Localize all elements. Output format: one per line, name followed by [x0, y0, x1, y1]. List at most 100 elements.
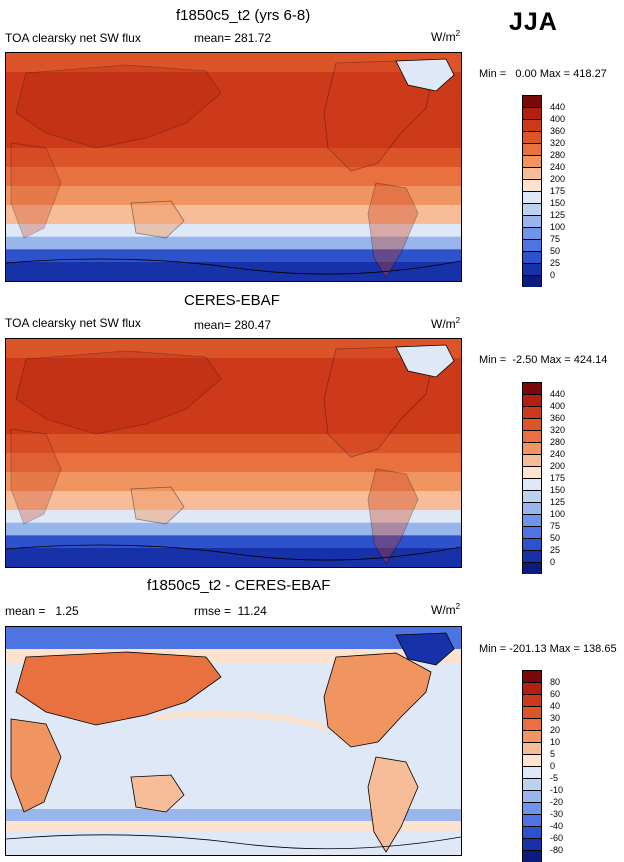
- panel-1-colorbar: 440 400 360 320 280 240 200 175 150 125 100 75 50 25 0: [522, 95, 582, 287]
- season-label: JJA: [509, 8, 558, 36]
- colorbar-tick-label: 25: [550, 545, 561, 555]
- panel-2-units: W/m2: [431, 316, 461, 331]
- colorbar-tick-label: 50: [550, 533, 561, 543]
- latitude-band: [6, 434, 461, 454]
- latitude-band: [6, 53, 461, 73]
- panel-1-map: [5, 52, 462, 282]
- colorbar-tick-label: 75: [550, 521, 561, 531]
- panel-2-map-svg: [6, 339, 461, 567]
- colorbar-cell: [522, 95, 542, 107]
- colorbar-tick-label: 360: [550, 126, 566, 136]
- colorbar-tick-label: -60: [550, 833, 564, 843]
- antarctica: [6, 544, 461, 561]
- colorbar-tick-label: 100: [550, 509, 566, 519]
- diff-southern-band: [6, 809, 461, 821]
- latitude-band: [6, 491, 461, 511]
- panel-1-minmax: Min = 0.00 Max = 418.27: [479, 68, 607, 80]
- colorbar-cell: [522, 826, 542, 838]
- diff-southern-band-2: [6, 821, 461, 831]
- greenland: [395, 344, 455, 378]
- australia: [130, 486, 185, 525]
- panel-2-land-overlay: [6, 344, 461, 565]
- colorbar-tick-label: -5: [550, 773, 559, 783]
- colorbar-tick-label: -80: [550, 845, 564, 855]
- latitude-band: [6, 148, 461, 168]
- colorbar-cell: [522, 814, 542, 826]
- colorbar-cell: [522, 730, 542, 742]
- colorbar-cell: [522, 239, 542, 251]
- colorbar-cell: [522, 167, 542, 179]
- colorbar-tick-label: 320: [550, 138, 566, 148]
- latitude-band: [6, 110, 461, 130]
- colorbar-tick-label: 50: [550, 246, 561, 256]
- colorbar-tick-label: 5: [550, 749, 556, 759]
- colorbar-cell: [522, 478, 542, 490]
- latitude-band: [6, 522, 461, 536]
- latitude-band: [6, 339, 461, 359]
- colorbar-cell: [522, 718, 542, 730]
- colorbar-cell: [522, 538, 542, 550]
- colorbar-tick-label: 150: [550, 198, 566, 208]
- panel-3-map: [5, 626, 462, 856]
- tropical-pacific-anomaly: [155, 710, 327, 730]
- colorbar-cell: [522, 215, 542, 227]
- antarctica: [6, 834, 461, 850]
- colorbar-cell: [522, 394, 542, 406]
- colorbar-cell: [522, 263, 542, 275]
- colorbar-cell: [522, 754, 542, 766]
- colorbar-cell: [522, 526, 542, 538]
- colorbar-cell: [522, 670, 542, 682]
- panel-3-title: f1850c5_t2 - CERES-EBAF: [147, 577, 331, 594]
- colorbar-cell: [522, 682, 542, 694]
- colorbar-cell: [522, 191, 542, 203]
- panel-3-rmse-label: rmse = 11.24: [194, 604, 267, 618]
- colorbar-cell: [522, 275, 542, 287]
- colorbar-cell: [522, 502, 542, 514]
- colorbar-tick-label: -20: [550, 797, 564, 807]
- panel-1-units: W/m2: [431, 29, 461, 44]
- colorbar-cell: [522, 131, 542, 143]
- latitude-band: [6, 72, 461, 92]
- colorbar-cell: [522, 406, 542, 418]
- colorbar-cell: [522, 742, 542, 754]
- latitude-band: [6, 377, 461, 397]
- colorbar-tick-label: 10: [550, 737, 561, 747]
- colorbar-cell: [522, 107, 542, 119]
- panel-1-latitude-bands: [6, 53, 461, 281]
- latitude-band: [6, 186, 461, 206]
- colorbar-tick-label: 150: [550, 485, 566, 495]
- north-america: [323, 652, 432, 748]
- colorbar-cell: [522, 790, 542, 802]
- colorbar-tick-label: 175: [550, 186, 566, 196]
- colorbar-cell: [522, 203, 542, 215]
- south-america: [367, 468, 419, 565]
- colorbar-tick-label: 280: [550, 437, 566, 447]
- colorbar-cell: [522, 838, 542, 850]
- colorbar-tick-label: 360: [550, 413, 566, 423]
- colorbar-tick-label: 240: [550, 162, 566, 172]
- colorbar-cell: [522, 251, 542, 263]
- eurasia: [15, 350, 222, 435]
- colorbar-tick-label: 100: [550, 222, 566, 232]
- colorbar-cell: [522, 143, 542, 155]
- colorbar-tick-label: 20: [550, 725, 561, 735]
- south-america: [367, 182, 419, 279]
- panel-3-land-overlay: [6, 632, 461, 853]
- colorbar-cell: [522, 514, 542, 526]
- latitude-band: [6, 129, 461, 149]
- panel-1-variable-label: TOA clearsky net SW flux: [5, 31, 141, 45]
- africa: [10, 718, 62, 813]
- panel-2-title: CERES-EBAF: [184, 292, 280, 309]
- latitude-band: [6, 472, 461, 492]
- latitude-band: [6, 548, 461, 567]
- colorbar-tick-label: 125: [550, 210, 566, 220]
- latitude-band: [6, 224, 461, 238]
- colorbar-tick-label: 440: [550, 389, 566, 399]
- panel-3-minmax: Min = -201.13 Max = 138.65: [479, 643, 617, 655]
- colorbar-cell: [522, 155, 542, 167]
- south-america: [367, 756, 419, 853]
- colorbar-cell: [522, 550, 542, 562]
- colorbar-tick-label: -40: [550, 821, 564, 831]
- colorbar-tick-label: 75: [550, 234, 561, 244]
- colorbar-cell: [522, 802, 542, 814]
